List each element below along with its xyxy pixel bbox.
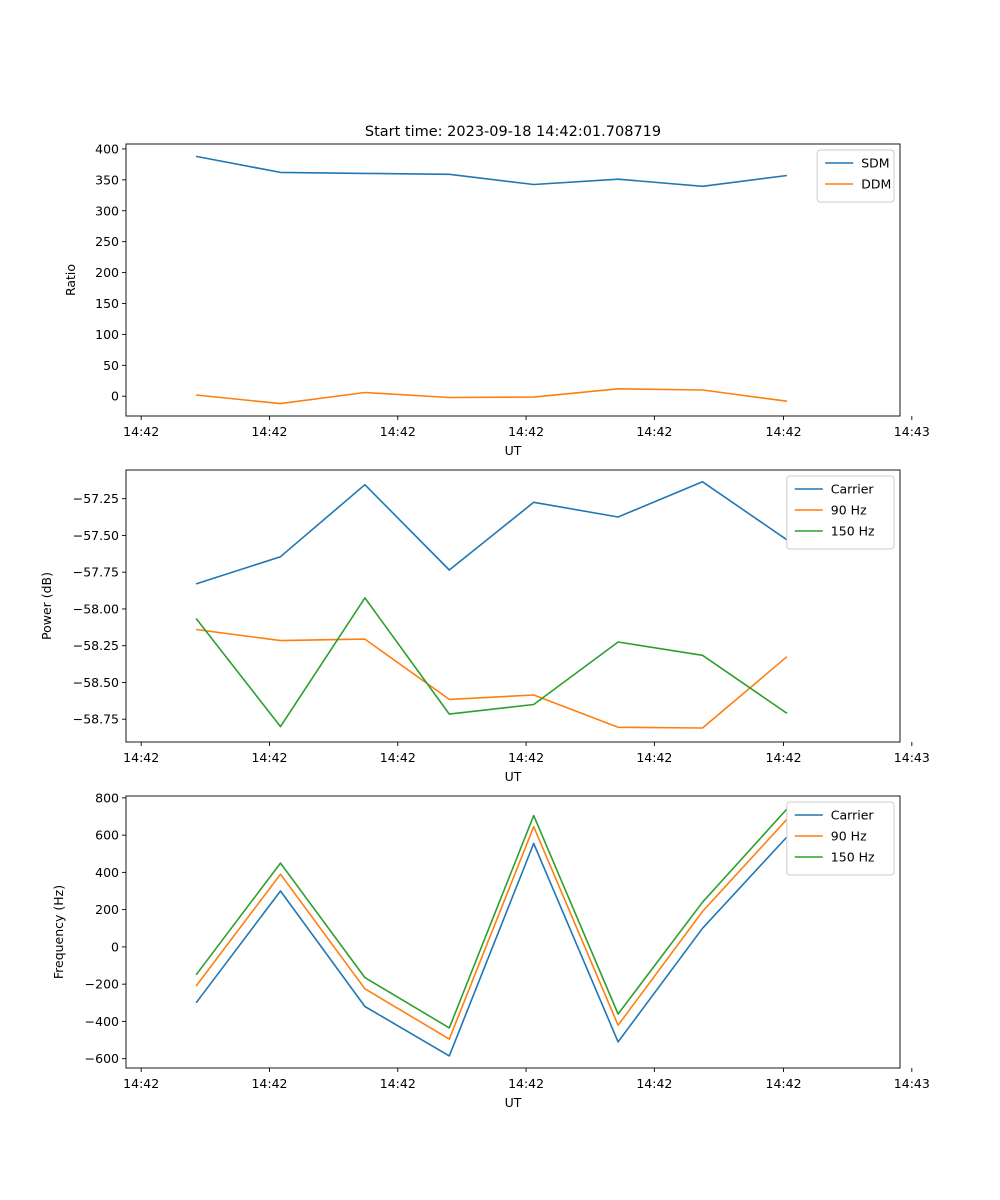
y-tick-label: 100 <box>95 327 119 342</box>
x-tick-label: 14:42 <box>251 1076 287 1091</box>
x-tick-label: 14:43 <box>894 424 930 439</box>
x-tick-label: 14:42 <box>766 1076 802 1091</box>
y-tick-label: −200 <box>85 977 119 992</box>
legend-label: 150 Hz <box>831 850 875 865</box>
y-tick-label: 600 <box>95 828 119 843</box>
y-tick-label: 300 <box>95 203 119 218</box>
y-axis-label: Ratio <box>63 264 78 296</box>
x-tick-label: 14:43 <box>894 750 930 765</box>
series-line-90-hz <box>195 628 788 729</box>
series-line-90-hz <box>195 818 788 1040</box>
axes-frame <box>125 143 901 417</box>
y-tick-label: −400 <box>85 1014 119 1029</box>
figure-title: Start time: 2023-09-18 14:42:01.708719 <box>365 124 661 140</box>
y-tick-label: 250 <box>95 234 119 249</box>
y-tick-label: 0 <box>111 389 119 404</box>
legend-label: Carrier <box>831 808 875 823</box>
x-tick-label: 14:42 <box>766 750 802 765</box>
x-tick-label: 14:42 <box>251 424 287 439</box>
series-line-sdm <box>195 155 788 188</box>
series-line-carrier <box>195 836 788 1057</box>
x-tick-label: 14:42 <box>123 424 159 439</box>
series-line-ddm <box>196 387 788 405</box>
x-tick-label: 14:42 <box>636 750 672 765</box>
legend: SDM DDM <box>816 149 895 203</box>
x-tick-label: 14:42 <box>508 1076 544 1091</box>
x-tick-label: 14:42 <box>508 750 544 765</box>
x-tick-label: 14:43 <box>894 1076 930 1091</box>
legend: Carrier 90 Hz 150 Hz <box>786 475 895 550</box>
y-tick-label: 0 <box>111 939 119 954</box>
x-tick-label: 14:42 <box>636 1076 672 1091</box>
x-tick-label: 14:42 <box>251 750 287 765</box>
series-line-150-hz <box>195 808 788 1029</box>
y-tick-label: −57.25 <box>73 491 119 506</box>
y-tick-label: 150 <box>95 296 119 311</box>
legend-label: 90 Hz <box>831 503 867 518</box>
chart-panel-2: −58.75 −58.50 −58.25 −58.00 −57.75 −57.50 −57.… <box>39 469 930 784</box>
chart-panel-1: 0 50 100 150 200 250 300 350 400 14:42 14:42 14:42 1… <box>63 141 930 458</box>
y-tick-label: 200 <box>95 265 119 280</box>
chart-panel-3: −600 −400 −200 0 200 400 600 800 14:42 14:42 14:42… <box>51 790 930 1110</box>
y-tick-label: −58.00 <box>73 601 119 616</box>
x-axis-label: UT <box>505 443 522 458</box>
x-tick-label: 14:42 <box>508 424 544 439</box>
legend-label: Carrier <box>831 482 875 497</box>
axes-frame <box>125 795 901 1069</box>
legend: Carrier 90 Hz 150 Hz <box>786 801 895 876</box>
x-tick-label: 14:42 <box>380 750 416 765</box>
axes-frame <box>125 469 901 743</box>
x-tick-label: 14:42 <box>636 424 672 439</box>
y-tick-label: −58.75 <box>73 712 119 727</box>
x-axis-label: UT <box>505 1095 522 1110</box>
y-tick-label: 50 <box>103 358 119 373</box>
y-tick-label: 350 <box>95 172 119 187</box>
y-tick-label: −57.50 <box>73 528 119 543</box>
y-axis-label: Power (dB) <box>39 572 54 640</box>
x-tick-label: 14:42 <box>380 424 416 439</box>
y-tick-label: 800 <box>95 790 119 805</box>
x-tick-label: 14:42 <box>123 750 159 765</box>
legend-label: SDM <box>861 156 889 171</box>
legend-label: 150 Hz <box>831 524 875 539</box>
series-line-carrier <box>195 480 788 585</box>
y-tick-label: 400 <box>95 141 119 156</box>
legend-label: DDM <box>861 177 891 192</box>
x-tick-label: 14:42 <box>380 1076 416 1091</box>
y-tick-label: −600 <box>85 1051 119 1066</box>
y-tick-label: −57.75 <box>73 565 119 580</box>
y-tick-label: 200 <box>95 902 119 917</box>
legend-label: 90 Hz <box>831 829 867 844</box>
y-tick-label: 400 <box>95 865 119 880</box>
y-tick-label: −58.50 <box>73 675 119 690</box>
x-tick-label: 14:42 <box>123 1076 159 1091</box>
series-line-150-hz <box>195 597 788 728</box>
x-axis-label: UT <box>505 769 522 784</box>
x-tick-label: 14:42 <box>766 424 802 439</box>
y-axis-label: Frequency (Hz) <box>51 885 66 979</box>
y-tick-label: −58.25 <box>73 638 119 653</box>
